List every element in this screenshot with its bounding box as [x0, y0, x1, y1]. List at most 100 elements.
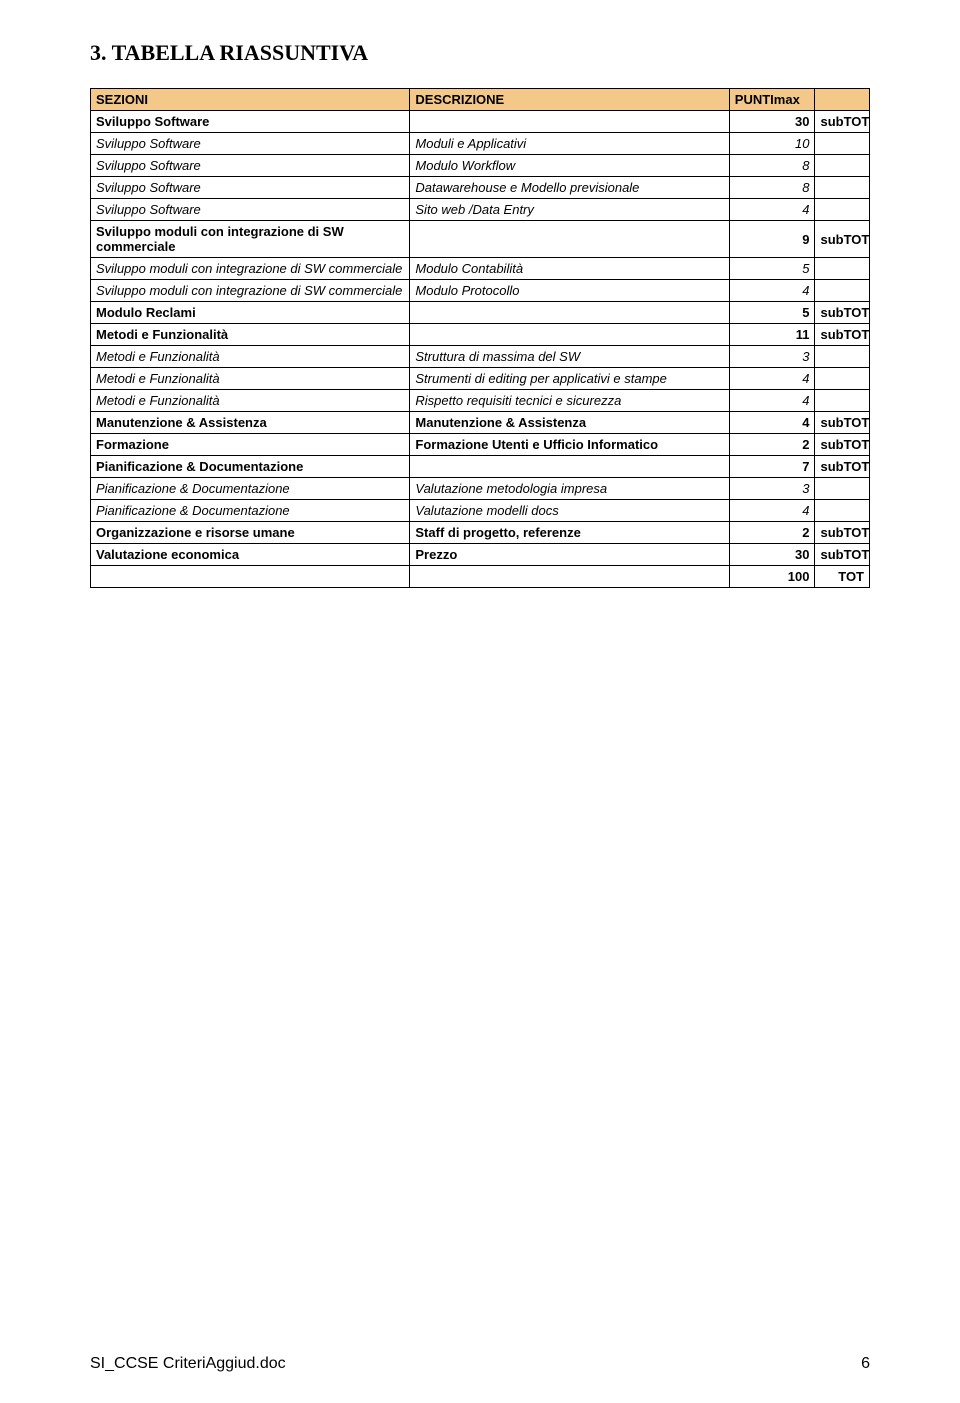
section-heading: 3. TABELLA RIASSUNTIVA [90, 40, 870, 66]
col-header-descrizione: DESCRIZIONE [410, 89, 729, 111]
cell-punti: 8 [729, 155, 815, 177]
cell-subtot [815, 368, 870, 390]
cell-descrizione: Moduli e Applicativi [410, 133, 729, 155]
cell-sezioni: Metodi e Funzionalità [91, 390, 410, 412]
cell-punti: 2 [729, 522, 815, 544]
table-row: Metodi e Funzionalità 11subTOT [91, 324, 870, 346]
cell-subtot: subTOT [815, 111, 870, 133]
cell-sezioni [91, 566, 410, 588]
cell-descrizione [410, 302, 729, 324]
cell-descrizione: Struttura di massima del SW [410, 346, 729, 368]
cell-descrizione [410, 221, 729, 258]
table-row: Pianificazione & DocumentazioneValutazio… [91, 500, 870, 522]
cell-descrizione: Modulo Contabilità [410, 258, 729, 280]
cell-subtot: subTOT [815, 434, 870, 456]
cell-descrizione [410, 566, 729, 588]
cell-descrizione: Rispetto requisiti tecnici e sicurezza [410, 390, 729, 412]
table-row: Sviluppo moduli con integrazione di SW c… [91, 280, 870, 302]
cell-sezioni: Organizzazione e risorse umane [91, 522, 410, 544]
cell-sezioni: Metodi e Funzionalità [91, 324, 410, 346]
cell-punti: 3 [729, 478, 815, 500]
cell-sezioni: Sviluppo Software [91, 133, 410, 155]
cell-sezioni: Sviluppo moduli con integrazione di SW c… [91, 280, 410, 302]
cell-punti: 7 [729, 456, 815, 478]
cell-punti: 11 [729, 324, 815, 346]
cell-subtot [815, 390, 870, 412]
cell-punti: 5 [729, 258, 815, 280]
cell-descrizione [410, 324, 729, 346]
table-row: Pianificazione & DocumentazioneValutazio… [91, 478, 870, 500]
table-header-row: SEZIONI DESCRIZIONE PUNTImax [91, 89, 870, 111]
table-row: Sviluppo moduli con integrazione di SW c… [91, 221, 870, 258]
cell-descrizione [410, 111, 729, 133]
col-header-sezioni: SEZIONI [91, 89, 410, 111]
table-row: Organizzazione e risorse umaneStaff di p… [91, 522, 870, 544]
cell-punti: 4 [729, 280, 815, 302]
cell-subtot [815, 133, 870, 155]
cell-sezioni: Manutenzione & Assistenza [91, 412, 410, 434]
table-row: Sviluppo Software 30subTOT [91, 111, 870, 133]
cell-punti: 30 [729, 544, 815, 566]
table-row: Sviluppo SoftwareModuli e Applicativi10 [91, 133, 870, 155]
cell-punti: 100 [729, 566, 815, 588]
cell-subtot: subTOT [815, 522, 870, 544]
cell-sezioni: Pianificazione & Documentazione [91, 478, 410, 500]
cell-punti: 2 [729, 434, 815, 456]
table-row: Metodi e FunzionalitàRispetto requisiti … [91, 390, 870, 412]
summary-table: SEZIONI DESCRIZIONE PUNTImax Sviluppo So… [90, 88, 870, 588]
cell-sezioni: Formazione [91, 434, 410, 456]
cell-descrizione: Prezzo [410, 544, 729, 566]
cell-sezioni: Metodi e Funzionalità [91, 368, 410, 390]
table-row: Pianificazione & Documentazione 7subTOT [91, 456, 870, 478]
table-row: FormazioneFormazione Utenti e Ufficio In… [91, 434, 870, 456]
cell-subtot: subTOT [815, 221, 870, 258]
cell-sezioni: Sviluppo moduli con integrazione di SW c… [91, 221, 410, 258]
table-row: Sviluppo SoftwareModulo Workflow8 [91, 155, 870, 177]
cell-descrizione: Strumenti di editing per applicativi e s… [410, 368, 729, 390]
table-row: Sviluppo moduli con integrazione di SW c… [91, 258, 870, 280]
cell-subtot [815, 280, 870, 302]
cell-descrizione: Manutenzione & Assistenza [410, 412, 729, 434]
cell-punti: 30 [729, 111, 815, 133]
cell-descrizione: Valutazione metodologia impresa [410, 478, 729, 500]
cell-descrizione: Formazione Utenti e Ufficio Informatico [410, 434, 729, 456]
col-header-puntimax: PUNTImax [729, 89, 815, 111]
cell-subtot: subTOT [815, 324, 870, 346]
cell-descrizione: Datawarehouse e Modello previsionale [410, 177, 729, 199]
cell-punti: 5 [729, 302, 815, 324]
col-header-sub [815, 89, 870, 111]
cell-sezioni: Sviluppo Software [91, 155, 410, 177]
cell-subtot [815, 478, 870, 500]
cell-sezioni: Sviluppo Software [91, 111, 410, 133]
cell-descrizione: Sito web /Data Entry [410, 199, 729, 221]
cell-punti: 4 [729, 368, 815, 390]
cell-subtot: subTOT [815, 412, 870, 434]
cell-descrizione [410, 456, 729, 478]
page: 3. TABELLA RIASSUNTIVA SEZIONI DESCRIZIO… [0, 0, 960, 1403]
cell-sezioni: Sviluppo Software [91, 177, 410, 199]
cell-sezioni: Sviluppo Software [91, 199, 410, 221]
cell-punti: 4 [729, 500, 815, 522]
cell-descrizione: Modulo Protocollo [410, 280, 729, 302]
table-body: Sviluppo Software30subTOTSviluppo Softwa… [91, 111, 870, 588]
cell-sezioni: Sviluppo moduli con integrazione di SW c… [91, 258, 410, 280]
table-row: Manutenzione & AssistenzaManutenzione & … [91, 412, 870, 434]
page-footer: SI_CCSE CriteriAggiud.doc 6 [90, 1355, 870, 1373]
cell-subtot: subTOT [815, 544, 870, 566]
cell-sezioni: Valutazione economica [91, 544, 410, 566]
cell-descrizione: Staff di progetto, referenze [410, 522, 729, 544]
cell-sezioni: Pianificazione & Documentazione [91, 456, 410, 478]
cell-punti: 4 [729, 199, 815, 221]
cell-subtot [815, 155, 870, 177]
table-row: Modulo Reclami5subTOT [91, 302, 870, 324]
table-row: Metodi e FunzionalitàStrumenti di editin… [91, 368, 870, 390]
footer-page-number: 6 [861, 1355, 870, 1373]
cell-sezioni: Modulo Reclami [91, 302, 410, 324]
footer-filename: SI_CCSE CriteriAggiud.doc [90, 1355, 286, 1373]
table-row: 100TOT [91, 566, 870, 588]
cell-subtot [815, 346, 870, 368]
cell-subtot [815, 500, 870, 522]
cell-subtot: subTOT [815, 456, 870, 478]
cell-descrizione: Modulo Workflow [410, 155, 729, 177]
cell-punti: 4 [729, 390, 815, 412]
